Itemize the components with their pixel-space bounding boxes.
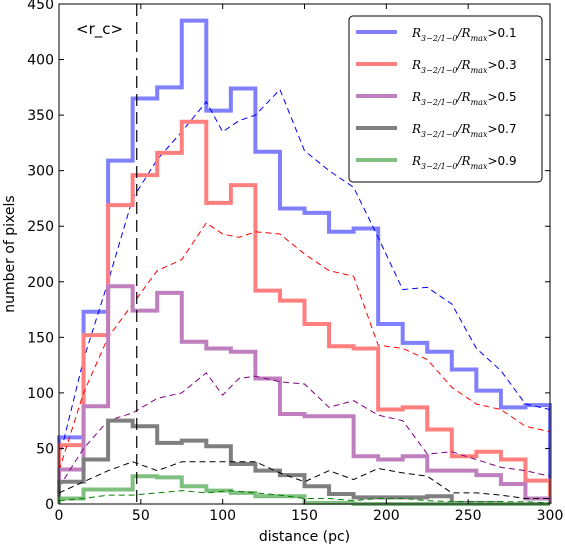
- dashed-curve-series-1: [58, 88, 551, 460]
- legend-label-1: R3−2/1−0/Rmax>0.1: [411, 26, 517, 43]
- x-tick-label: 200: [373, 508, 400, 524]
- y-tick-label: 0: [45, 497, 54, 513]
- x-tick-label: 50: [132, 508, 150, 524]
- plot-marks: [57, 18, 552, 506]
- x-tick-label: 100: [209, 508, 236, 524]
- y-axis-label: number of pixels: [2, 195, 18, 312]
- y-tick-label: 100: [27, 386, 54, 402]
- legend-label-2: R3−2/1−0/Rmax>0.3: [411, 58, 517, 75]
- legend-label-5: R3−2/1−0/Rmax>0.9: [411, 154, 517, 171]
- y-tick-label: 450: [27, 0, 54, 13]
- y-tick-label: 350: [27, 108, 54, 124]
- y-tick-label: 250: [27, 219, 54, 235]
- axis-ticks: 0 50 100 150 200 250 300 0 50 100 150 200 250 300 350 4…: [27, 0, 563, 524]
- legend: R3−2/1−0/Rmax>0.1 R3−2/1−0/Rmax>0.3 R3−2/1…: [348, 15, 543, 183]
- histogram-series-2: [57, 119, 552, 504]
- y-tick-label: 300: [27, 164, 54, 180]
- histogram-series-1: [57, 18, 552, 504]
- legend-box: [348, 15, 543, 183]
- x-tick-label: 300: [537, 508, 564, 524]
- dashed-curve-series-2: [58, 222, 551, 471]
- y-tick-label: 50: [36, 441, 54, 457]
- histogram-series-3: [57, 284, 552, 504]
- histogram-series-4: [57, 418, 550, 506]
- y-tick-label: 400: [27, 53, 54, 69]
- y-tick-label: 200: [27, 275, 54, 291]
- y-tick-label: 150: [27, 330, 54, 346]
- rc-label: <r_c>: [76, 20, 123, 39]
- legend-label-4: R3−2/1−0/Rmax>0.7: [411, 122, 517, 139]
- x-tick-label: 250: [455, 508, 482, 524]
- dashed-curve-series-3: [58, 372, 551, 488]
- x-tick-label: 0: [55, 508, 64, 524]
- dashed-curve-series-4: [58, 461, 550, 499]
- x-tick-label: 150: [291, 508, 318, 524]
- legend-label-3: R3−2/1−0/Rmax>0.5: [411, 90, 517, 107]
- x-axis-label: distance (pc): [259, 529, 350, 544]
- rc-annotation: <r_c>: [76, 4, 138, 504]
